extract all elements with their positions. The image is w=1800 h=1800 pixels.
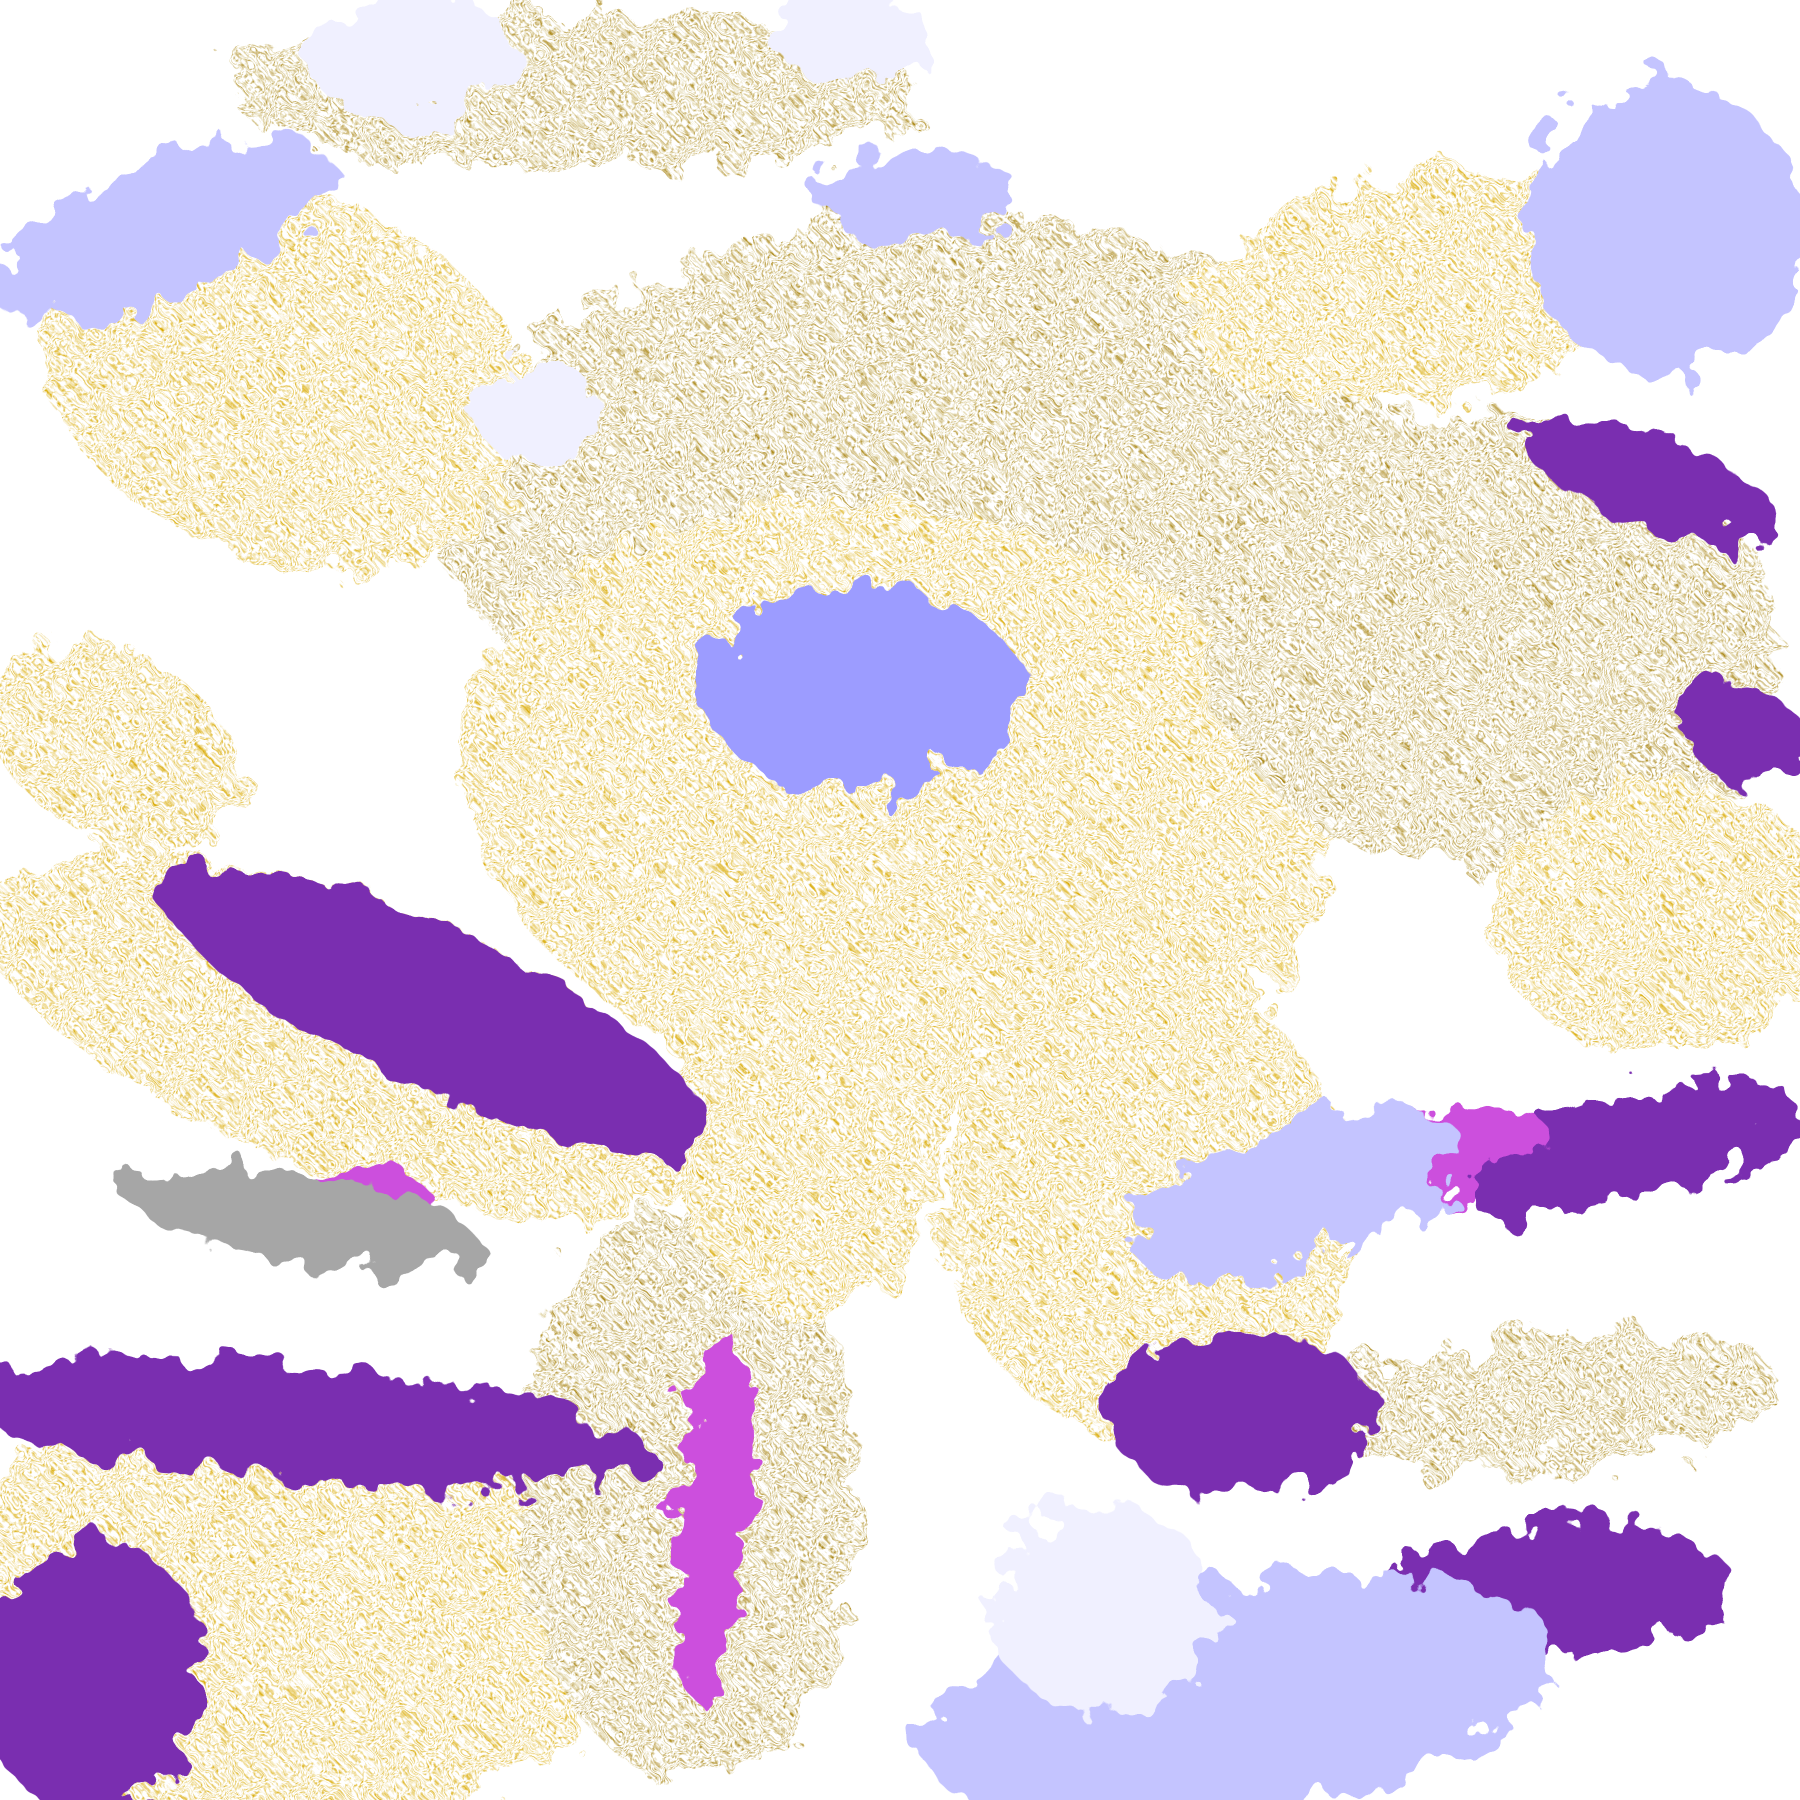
fractional-cloud-patch xyxy=(1678,685,1800,784)
fractional-cloud-patch xyxy=(0,1538,207,1800)
high-cloud-patch xyxy=(117,1161,480,1273)
low-cloud-patch xyxy=(1492,780,1800,1057)
fractional-cloud-patch xyxy=(163,864,709,1156)
high-cloud-patch xyxy=(482,355,597,471)
high-cloud-patch xyxy=(815,149,1022,242)
high-cloud-patch xyxy=(769,0,930,81)
fractional-cloud-patch xyxy=(1102,1331,1378,1493)
fractional-cloud-patch xyxy=(1522,418,1784,547)
high-cloud-patch xyxy=(987,1503,1217,1711)
low-cloud-patch xyxy=(462,500,1329,1108)
low-cloud-patch xyxy=(941,975,1355,1435)
high-cloud-patch xyxy=(309,0,517,127)
low-cloud-patch xyxy=(0,640,243,852)
high-cloud-patch xyxy=(1526,80,1800,379)
fractional-cloud-patch xyxy=(1463,1076,1798,1220)
high-cloud-patch xyxy=(1133,1106,1461,1282)
high-cloud-patch xyxy=(700,585,1022,793)
low-cloud-patch xyxy=(1320,1329,1779,1472)
deep-convective-patch xyxy=(673,1332,750,1699)
high-cloud-patch xyxy=(0,139,335,320)
low-cloud-patch xyxy=(665,860,942,1321)
low-cloud-patch xyxy=(1205,413,1780,873)
fractional-cloud-patch xyxy=(0,1357,653,1490)
